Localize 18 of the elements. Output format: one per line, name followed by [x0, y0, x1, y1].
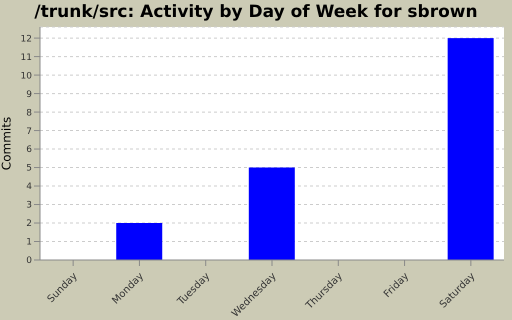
y-tick-label: 5: [26, 164, 32, 174]
y-tick-label: 7: [26, 126, 32, 137]
y-tick-label: 2: [26, 219, 32, 230]
y-tick-label: 4: [26, 182, 32, 192]
bar: [448, 38, 494, 260]
chart-title: /trunk/src: Activity by Day of Week for sbrown: [33, 2, 479, 22]
y-tick-label: 9: [26, 90, 32, 100]
y-tick-label: 12: [20, 34, 32, 44]
y-tick-label: 8: [26, 108, 32, 118]
bar: [248, 168, 295, 260]
y-tick-label: 1: [26, 238, 32, 248]
y-tick-label: 0: [26, 256, 32, 266]
y-tick-label: 3: [26, 200, 32, 211]
y-axis-title: Commits: [0, 116, 14, 170]
bar: [116, 223, 162, 260]
y-tick-label: 10: [20, 71, 32, 82]
y-tick-label: 6: [26, 145, 32, 156]
y-tick-label: 11: [20, 52, 32, 63]
